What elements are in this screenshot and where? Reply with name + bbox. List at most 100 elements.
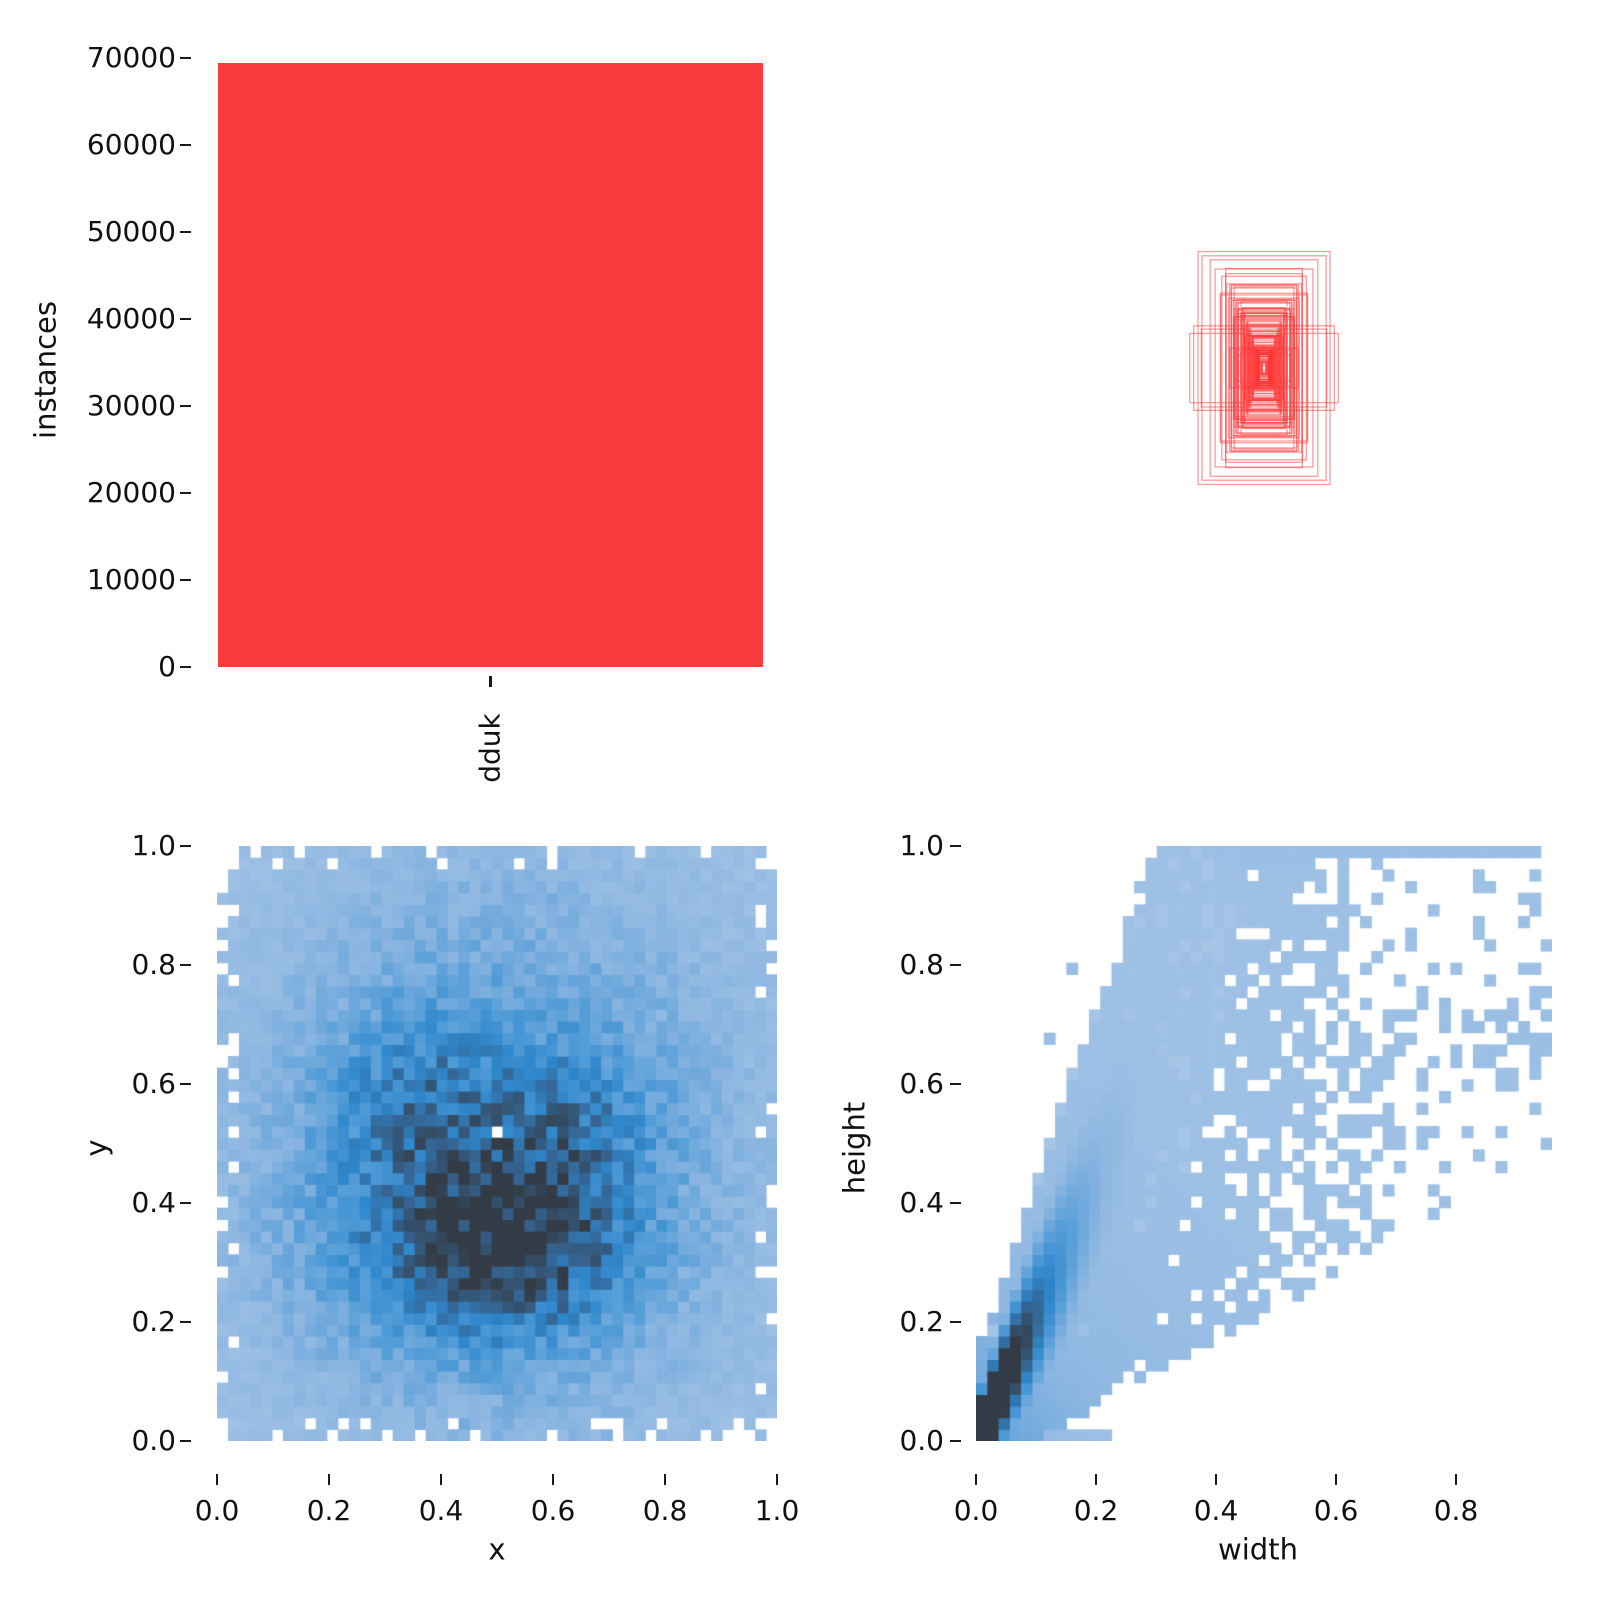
tick-label: 0.8	[642, 1494, 688, 1527]
bounding-box	[1200, 328, 1328, 408]
tick-mark	[950, 1320, 961, 1324]
tick-label: 0.4	[418, 1494, 464, 1527]
bounding-box	[1254, 349, 1274, 387]
tick-label: 0.6	[131, 1067, 176, 1100]
tick-mark	[950, 963, 961, 967]
tick-label: 0.2	[1073, 1494, 1119, 1527]
tick-mark	[180, 317, 191, 321]
tick-mark	[663, 1474, 667, 1485]
bounding-box	[1240, 315, 1288, 421]
tick-label: 1.0	[131, 829, 176, 862]
boxes-panel	[800, 0, 1600, 790]
bounding-box	[1233, 286, 1295, 450]
bounding-box	[1245, 323, 1283, 413]
bounding-box	[1189, 332, 1339, 404]
tick-mark	[180, 844, 191, 848]
tick-mark	[180, 1201, 191, 1205]
tick-mark	[180, 1439, 191, 1443]
tick-mark	[180, 1082, 191, 1086]
tick-label: 0.0	[194, 1494, 240, 1527]
tick-label: 0.6	[899, 1067, 944, 1100]
tick-mark	[489, 676, 492, 687]
bar-chart-panel: 0 10000 20000 30000 40000 50000 60000 70000 ddu…	[0, 0, 800, 790]
bounding-box	[1220, 294, 1308, 442]
tick-label: 1.0	[899, 829, 944, 862]
x-axis-label: x	[488, 1532, 506, 1567]
tick-mark	[950, 1201, 961, 1205]
tick-mark	[950, 844, 961, 848]
dduk-category-label: dduk	[473, 713, 507, 783]
instances-axis-label: instances	[28, 301, 63, 439]
bounding-box	[1242, 307, 1286, 429]
bounding-box	[1259, 365, 1269, 371]
tick-mark	[327, 1474, 331, 1485]
tick-label: 0.0	[953, 1494, 999, 1527]
tick-label: 40000	[86, 302, 176, 335]
bounding-box	[1251, 335, 1277, 401]
tick-mark	[180, 665, 191, 669]
xy-heatmap-canvas	[217, 846, 777, 1441]
tick-label: 0.0	[131, 1424, 176, 1457]
bounding-box	[1230, 287, 1298, 449]
tick-mark	[215, 1474, 219, 1485]
tick-label: 0.6	[530, 1494, 576, 1527]
tick-label: 60000	[86, 128, 176, 161]
bounding-box	[1249, 326, 1279, 410]
tick-label: 0.4	[899, 1186, 944, 1219]
bounding-box	[1243, 325, 1285, 411]
tick-mark	[180, 56, 191, 60]
tick-mark	[180, 404, 191, 408]
tick-mark	[1094, 1474, 1098, 1485]
bounding-box	[1225, 283, 1303, 453]
xy-heatmap-panel: 0.0 0.2 0.4 0.6 0.8 1.0 0.0 0.2 0.4 0.6 0.8 1.0 x y	[0, 790, 800, 1600]
tick-mark	[180, 1320, 191, 1324]
bounding-box	[1209, 259, 1319, 477]
wh-heatmap-canvas	[976, 846, 1552, 1441]
tick-label: 0.8	[1433, 1494, 1479, 1527]
width-axis-label: width	[1218, 1532, 1298, 1567]
tick-mark	[180, 491, 191, 495]
tick-mark	[180, 230, 191, 234]
bounding-box	[1258, 356, 1270, 380]
tick-mark	[775, 1474, 779, 1485]
bounding-box	[1247, 337, 1281, 399]
tick-label: 20000	[86, 476, 176, 509]
bounding-box	[1237, 301, 1291, 435]
bounding-box	[1236, 309, 1292, 427]
tick-mark	[180, 143, 191, 147]
tick-mark	[950, 1082, 961, 1086]
bounding-box	[1197, 250, 1331, 486]
tick-label: 70000	[86, 41, 176, 74]
tick-mark	[551, 1474, 555, 1485]
bar-dduk	[218, 63, 763, 667]
bounding-box	[1257, 352, 1271, 384]
tick-mark	[180, 963, 191, 967]
tick-mark	[1454, 1474, 1458, 1485]
tick-label: 0.8	[131, 948, 176, 981]
bounding-box	[1228, 297, 1300, 439]
tick-label: 0	[158, 650, 176, 683]
tick-mark	[1334, 1474, 1338, 1485]
tick-label: 50000	[86, 215, 176, 248]
bounding-box	[1235, 298, 1293, 438]
wh-heatmap-panel: 0.0 0.2 0.4 0.6 0.8 0.0 0.2 0.4 0.6 0.8 1.0 width …	[800, 790, 1600, 1600]
tick-label: 0.8	[899, 948, 944, 981]
tick-label: 0.2	[306, 1494, 352, 1527]
tick-label: 0.2	[131, 1305, 176, 1338]
tick-label: 0.2	[899, 1305, 944, 1338]
tick-label: 10000	[86, 563, 176, 596]
tick-label: 0.6	[1313, 1494, 1359, 1527]
height-axis-label: height	[837, 1101, 872, 1195]
bounding-boxes-svg	[1189, 250, 1339, 486]
tick-label: 0.4	[1193, 1494, 1239, 1527]
bounding-box	[1221, 275, 1307, 461]
tick-label: 0.0	[899, 1424, 944, 1457]
tick-mark	[180, 578, 191, 582]
bounding-box	[1253, 339, 1275, 397]
bounding-box	[1250, 359, 1278, 377]
tick-label: 30000	[86, 389, 176, 422]
tick-mark	[439, 1474, 443, 1485]
tick-mark	[950, 1439, 961, 1443]
y-axis-label: y	[79, 1139, 114, 1157]
